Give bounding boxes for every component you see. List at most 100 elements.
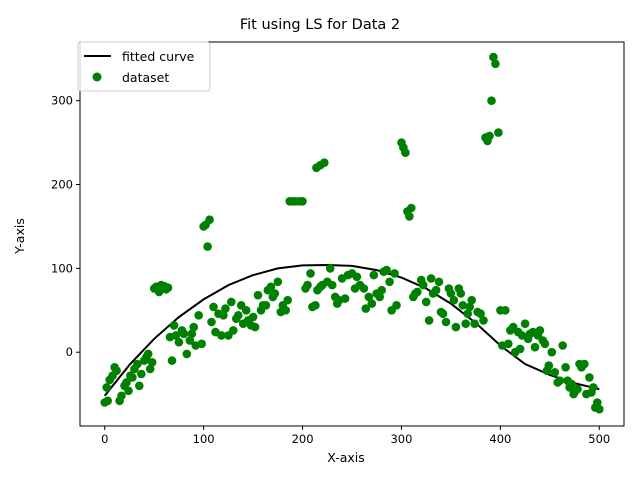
data-point bbox=[456, 289, 466, 298]
x-tick-label: 500 bbox=[588, 432, 610, 446]
data-point bbox=[487, 96, 496, 105]
data-point bbox=[128, 373, 137, 382]
data-point bbox=[530, 342, 540, 352]
data-point bbox=[485, 131, 494, 141]
data-point bbox=[122, 378, 131, 387]
data-point bbox=[234, 311, 243, 320]
y-tick-label: 0 bbox=[66, 345, 73, 359]
data-point bbox=[401, 148, 410, 157]
legend: fitted curve dataset bbox=[77, 41, 211, 92]
x-axis-label: X-axis bbox=[327, 450, 365, 465]
data-point bbox=[248, 312, 258, 322]
data-point bbox=[555, 376, 564, 386]
data-point bbox=[424, 316, 434, 325]
data-point bbox=[103, 396, 112, 406]
data-point bbox=[197, 339, 206, 349]
data-point bbox=[219, 311, 228, 320]
data-point bbox=[325, 264, 335, 273]
x-tick-label: 300 bbox=[390, 432, 412, 446]
data-point bbox=[187, 329, 197, 339]
legend-label-fitted-curve: fitted curve bbox=[122, 49, 195, 64]
data-point bbox=[270, 289, 280, 298]
data-point bbox=[461, 319, 471, 329]
x-axis: 0 100 200 300 400 500 bbox=[101, 426, 610, 446]
x-tick-label: 100 bbox=[193, 432, 215, 446]
data-point bbox=[589, 383, 598, 392]
y-axis: 0 100 200 300 bbox=[51, 94, 80, 359]
data-point bbox=[451, 322, 461, 332]
data-point bbox=[535, 326, 545, 335]
data-point bbox=[174, 337, 184, 347]
legend-marker-swatch bbox=[92, 72, 102, 82]
data-point bbox=[266, 282, 276, 292]
data-point bbox=[241, 306, 251, 315]
data-point bbox=[558, 341, 567, 350]
data-point bbox=[133, 359, 142, 369]
plot-frame bbox=[79, 41, 625, 427]
data-point bbox=[438, 309, 448, 319]
data-point bbox=[283, 295, 293, 305]
data-point bbox=[117, 391, 126, 401]
data-point bbox=[520, 319, 530, 329]
data-point bbox=[470, 319, 479, 329]
data-point bbox=[369, 270, 379, 280]
data-point bbox=[352, 272, 362, 282]
data-point bbox=[494, 128, 503, 137]
data-point bbox=[547, 347, 557, 357]
data-point bbox=[137, 369, 146, 379]
data-point bbox=[203, 242, 212, 251]
data-point bbox=[171, 331, 181, 340]
data-point bbox=[465, 302, 475, 312]
data-point bbox=[169, 321, 179, 330]
data-point bbox=[205, 215, 214, 224]
data-point bbox=[377, 285, 387, 295]
data-point bbox=[463, 309, 473, 319]
data-point bbox=[250, 322, 260, 332]
data-point bbox=[306, 269, 315, 278]
data-point bbox=[426, 274, 436, 283]
data-point bbox=[182, 349, 192, 359]
data-point bbox=[364, 292, 374, 302]
data-point bbox=[467, 295, 477, 305]
x-tick-label: 0 bbox=[101, 432, 108, 446]
data-point bbox=[434, 277, 444, 287]
data-point bbox=[189, 322, 198, 332]
data-point bbox=[194, 311, 203, 320]
data-point bbox=[489, 52, 498, 62]
data-point bbox=[167, 356, 177, 365]
data-point bbox=[207, 317, 216, 327]
data-point bbox=[501, 306, 510, 315]
legend-label-dataset: dataset bbox=[122, 70, 169, 85]
data-point bbox=[544, 361, 554, 370]
data-point bbox=[405, 212, 414, 221]
data-point bbox=[340, 294, 350, 303]
data-point bbox=[595, 404, 604, 414]
data-point bbox=[163, 283, 173, 293]
data-point bbox=[135, 381, 144, 391]
data-point bbox=[561, 363, 570, 372]
data-point bbox=[593, 398, 602, 407]
data-point bbox=[491, 59, 500, 69]
data-point bbox=[147, 358, 157, 367]
data-point bbox=[504, 339, 513, 349]
data-point bbox=[112, 366, 121, 376]
data-point bbox=[550, 368, 560, 377]
data-point bbox=[567, 379, 576, 389]
data-point bbox=[367, 299, 377, 308]
data-point bbox=[441, 317, 451, 327]
data-point bbox=[515, 344, 525, 354]
y-axis-label: Y-axis bbox=[12, 218, 27, 255]
data-point bbox=[303, 280, 312, 290]
data-point bbox=[145, 364, 155, 374]
data-point bbox=[273, 277, 283, 287]
data-point bbox=[431, 285, 441, 295]
data-point bbox=[476, 309, 485, 319]
data-point bbox=[253, 290, 263, 300]
data-point bbox=[382, 265, 391, 275]
data-point bbox=[418, 280, 428, 290]
x-tick-label: 200 bbox=[292, 432, 314, 446]
data-point bbox=[179, 329, 189, 339]
data-point bbox=[124, 386, 133, 396]
data-point bbox=[185, 336, 195, 345]
y-tick-label: 200 bbox=[51, 178, 73, 192]
